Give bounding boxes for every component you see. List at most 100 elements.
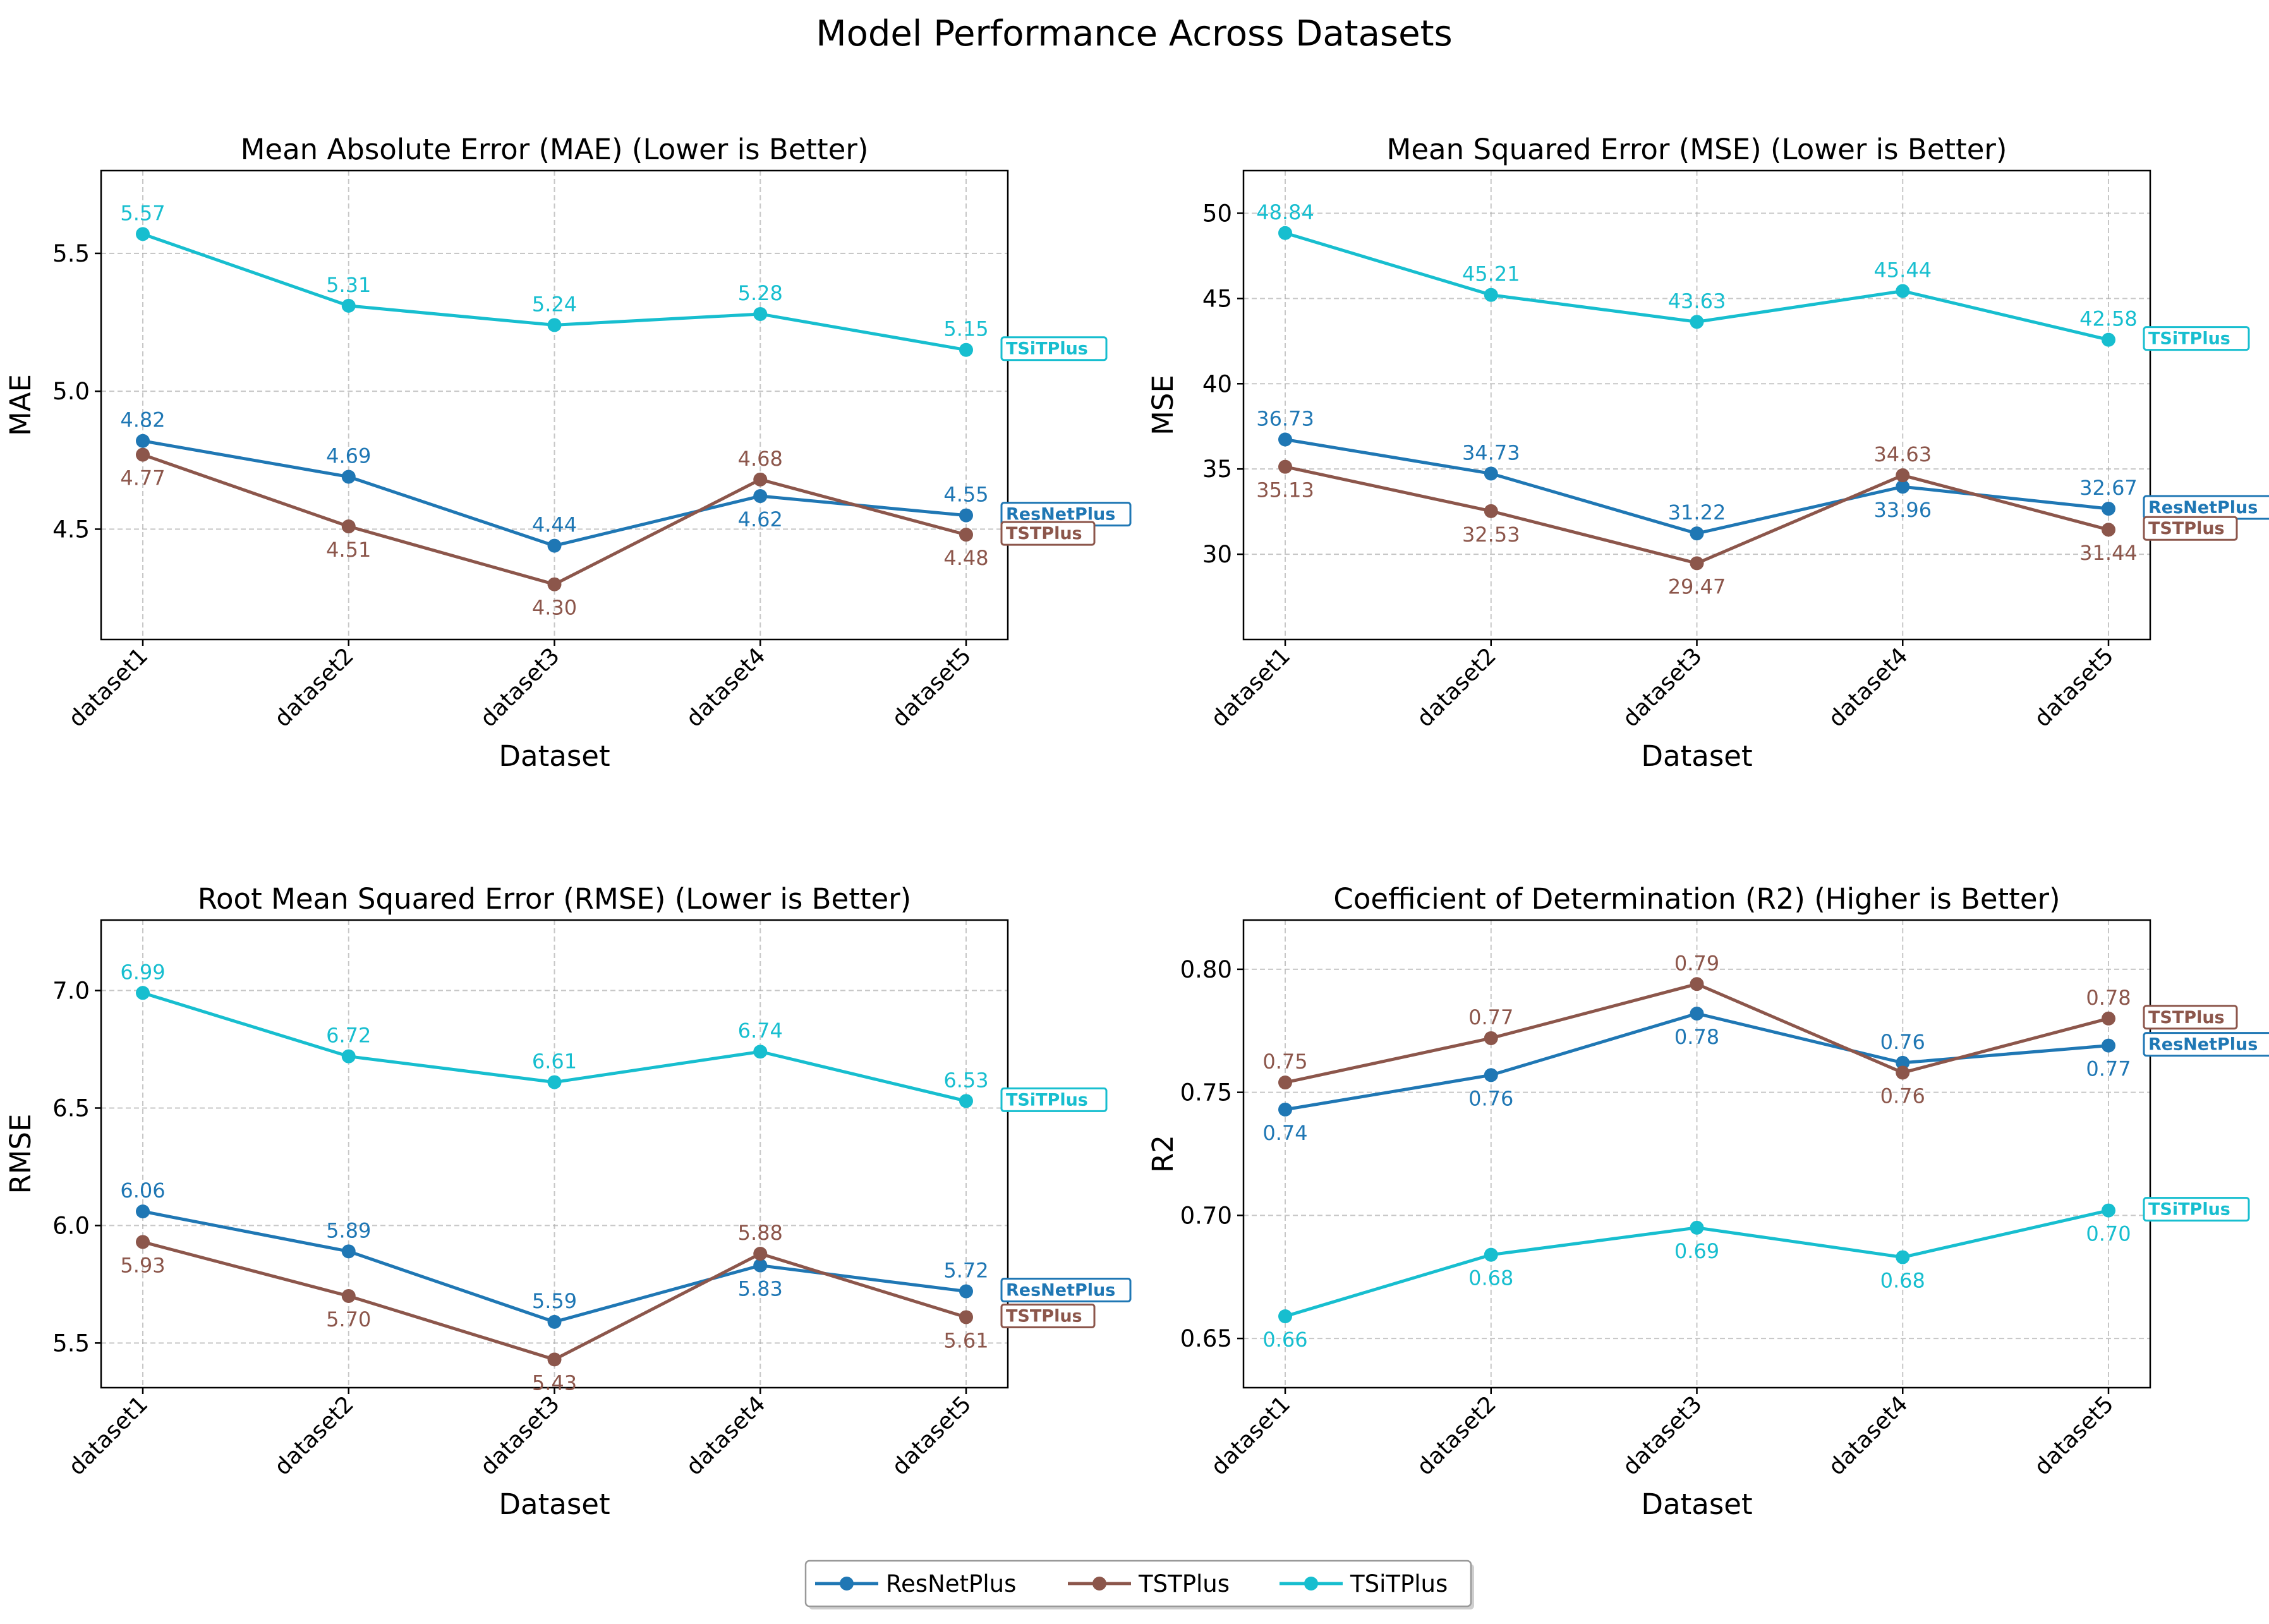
x-tick-label: dataset4	[1824, 1391, 1913, 1480]
data-point	[753, 1247, 768, 1261]
data-label: 0.70	[2086, 1222, 2131, 1246]
series-end-label-box	[1000, 1087, 1108, 1112]
data-label: 0.75	[1262, 1050, 1307, 1074]
data-label: 5.24	[532, 292, 577, 316]
data-point	[959, 342, 973, 357]
series-end-label-box	[1000, 1303, 1096, 1328]
data-point	[1690, 556, 1704, 571]
x-tick-label: dataset3	[1618, 643, 1707, 732]
subplot-3: Root Mean Squared Error (RMSE) (Lower is…	[4, 882, 1132, 1521]
legend-label: ResNetPlus	[886, 1570, 1016, 1597]
data-point	[1690, 526, 1704, 541]
data-label: 6.74	[738, 1019, 783, 1043]
data-label: 6.61	[532, 1050, 577, 1074]
data-point	[1278, 1076, 1293, 1090]
data-point	[1484, 504, 1498, 518]
data-label: 5.59	[532, 1289, 577, 1313]
data-point	[1484, 1068, 1498, 1082]
series-tsitplus: 0.66 0.68 0.69 0.68 0.70 TSiTPlus	[1262, 1197, 2250, 1352]
x-tick-label: dataset4	[1824, 643, 1913, 732]
data-point	[1278, 432, 1293, 447]
data-point	[1278, 226, 1293, 240]
data-label: 0.77	[1468, 1005, 1513, 1029]
data-label: 34.63	[1873, 442, 1932, 466]
data-point	[753, 1045, 768, 1059]
series-resnetplus: 4.82 4.69 4.44 4.62 4.55 ResNetPlus	[120, 408, 1132, 553]
data-label: 43.63	[1668, 289, 1726, 313]
data-label: 4.48	[943, 546, 988, 570]
data-point	[1896, 480, 1910, 494]
data-label: 6.53	[943, 1068, 988, 1092]
y-tick-label: 30	[1202, 541, 1232, 568]
data-label: 5.88	[738, 1221, 783, 1245]
x-tick-label: dataset2	[1412, 1391, 1501, 1480]
data-point	[2101, 1203, 2115, 1218]
data-label: 31.22	[1668, 500, 1726, 524]
data-label: 0.69	[1674, 1239, 1719, 1263]
data-point	[547, 1352, 562, 1367]
data-label: 0.68	[1880, 1269, 1925, 1293]
data-label: 0.76	[1880, 1084, 1925, 1108]
data-point	[2101, 523, 2115, 537]
series-end-label-box	[2143, 1032, 2269, 1057]
y-axis-label: RMSE	[4, 1113, 37, 1194]
data-label: 48.84	[1256, 200, 1314, 224]
data-point	[753, 489, 768, 504]
legend-marker	[1304, 1577, 1318, 1591]
data-point	[136, 1204, 150, 1219]
data-label: 6.99	[120, 960, 165, 984]
data-label: 5.43	[532, 1371, 577, 1395]
data-point	[1278, 1309, 1293, 1324]
series-end-label: ResNetPlus	[1006, 1281, 1115, 1300]
data-label: 0.76	[1880, 1030, 1925, 1054]
data-point	[1690, 1007, 1704, 1021]
data-point	[547, 1314, 562, 1329]
y-tick-label: 45	[1202, 285, 1232, 312]
x-tick-label: dataset1	[64, 643, 153, 732]
data-point	[1484, 1031, 1498, 1045]
data-label: 0.78	[2086, 986, 2131, 1010]
data-point	[136, 433, 150, 448]
data-point	[1484, 288, 1498, 302]
data-label: 33.96	[1873, 498, 1932, 522]
data-label: 0.77	[2086, 1057, 2131, 1081]
data-label: 5.61	[943, 1328, 988, 1352]
y-tick-label: 35	[1202, 456, 1232, 483]
data-label: 4.55	[943, 483, 988, 507]
series-end-label-box	[1000, 336, 1108, 361]
data-point	[136, 227, 150, 241]
data-point	[547, 577, 562, 591]
data-point	[753, 472, 768, 487]
data-label: 45.44	[1873, 258, 1932, 282]
data-label: 32.53	[1462, 523, 1520, 547]
series-end-label: TSiTPlus	[2148, 329, 2230, 349]
data-label: 42.58	[2079, 307, 2138, 331]
data-label: 0.66	[1262, 1328, 1307, 1352]
data-point	[2101, 332, 2115, 347]
data-label: 4.82	[120, 408, 165, 432]
data-point	[1690, 315, 1704, 329]
data-point	[547, 1075, 562, 1089]
data-label: 32.67	[2079, 476, 2138, 500]
series-end-label-box	[2143, 326, 2250, 351]
y-axis-label: MSE	[1146, 375, 1180, 435]
x-tick-label: dataset5	[2030, 643, 2119, 732]
data-point	[1484, 466, 1498, 481]
data-point	[1896, 1055, 1910, 1070]
y-tick-label: 5.5	[52, 1330, 90, 1357]
data-point	[341, 1288, 356, 1303]
legend: ResNetPlus TSTPlus TSiTPlus	[804, 1560, 1474, 1609]
y-tick-label: 0.70	[1180, 1202, 1232, 1229]
data-point	[959, 1310, 973, 1324]
subplot-title: Mean Squared Error (MSE) (Lower is Bette…	[1387, 133, 2007, 166]
x-tick-label: dataset2	[270, 643, 359, 732]
x-tick-label: dataset5	[887, 643, 976, 732]
y-tick-label: 7.0	[52, 978, 90, 1005]
legend-marker	[1092, 1577, 1106, 1591]
legend-label: TSiTPlus	[1350, 1570, 1448, 1597]
data-label: 5.28	[738, 281, 783, 305]
legend-marker	[840, 1577, 854, 1591]
subplot-4: Coefficient of Determination (R2) (Highe…	[1146, 882, 2269, 1521]
series-tstplus: 0.75 0.77 0.79 0.76 0.78 TSTPlus	[1262, 951, 2238, 1108]
